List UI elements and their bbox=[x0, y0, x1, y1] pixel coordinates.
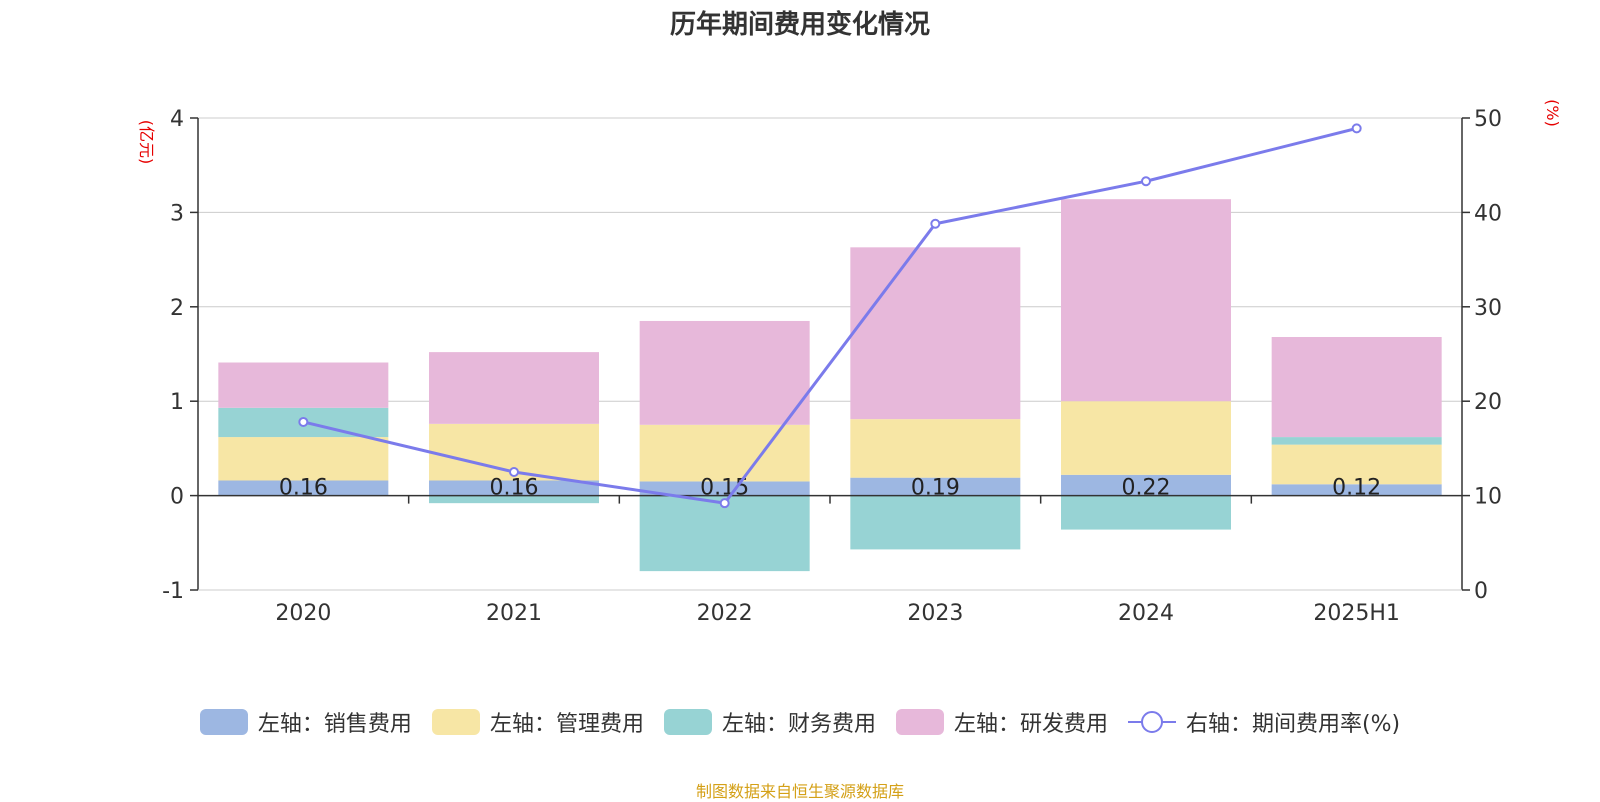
bar-admin-2023 bbox=[850, 419, 1021, 478]
bar-finance-2021 bbox=[429, 495, 599, 504]
right-tick-label: 50 bbox=[1474, 107, 1502, 132]
rate-point-2022 bbox=[719, 498, 730, 509]
bar-rd-2025H1 bbox=[1271, 337, 1442, 438]
legend-label-rd: 左轴：研发费用 bbox=[953, 712, 1108, 737]
bar-admin-2025H1 bbox=[1271, 444, 1442, 485]
data-label-sales: 0.12 bbox=[1332, 476, 1381, 501]
bar-rd-2023 bbox=[850, 247, 1021, 420]
legend-swatch-finance bbox=[663, 709, 712, 735]
right-tick-label: 10 bbox=[1474, 485, 1502, 510]
legend-label-sales: 左轴：销售费用 bbox=[257, 712, 412, 737]
bar-sales-2024 bbox=[1061, 474, 1231, 496]
bar-admin-2022 bbox=[639, 424, 810, 482]
left-axis-unit: (亿元) bbox=[137, 120, 156, 165]
data-label-sales: 0.16 bbox=[490, 476, 539, 501]
x-tick-label: 2025H1 bbox=[1313, 601, 1400, 626]
legend-item-admin[interactable]: 左轴：管理费用 bbox=[431, 706, 644, 738]
rate-point-2025H1 bbox=[1351, 123, 1362, 134]
bar-sales-2021 bbox=[429, 480, 599, 496]
data-label-sales: 0.22 bbox=[1122, 476, 1171, 501]
bar-sales-2023 bbox=[850, 477, 1021, 496]
data-label-sales: 0.16 bbox=[279, 476, 328, 501]
legend-swatch-rate bbox=[1127, 711, 1176, 733]
bar-rd-2022 bbox=[639, 320, 810, 425]
bar-finance-2025H1 bbox=[1271, 437, 1442, 445]
x-tick-label: 2022 bbox=[697, 601, 753, 626]
x-tick-label: 2023 bbox=[907, 601, 963, 626]
rate-line bbox=[302, 126, 1358, 505]
bar-sales-2025H1 bbox=[1271, 484, 1442, 496]
bar-rd-2024 bbox=[1061, 199, 1231, 402]
legend-item-rate[interactable]: 右轴：期间费用率(%) bbox=[1127, 706, 1401, 738]
bar-admin-2020 bbox=[218, 437, 389, 481]
x-tick-label: 2020 bbox=[275, 601, 331, 626]
right-tick-label: 40 bbox=[1474, 201, 1502, 226]
legend-label-finance: 左轴：财务费用 bbox=[721, 712, 876, 737]
source-note: 制图数据来自恒生聚源数据库 bbox=[695, 782, 904, 801]
data-label-sales: 0.19 bbox=[911, 476, 960, 501]
bar-rd-2020 bbox=[218, 362, 389, 408]
legend-item-finance[interactable]: 左轴：财务费用 bbox=[663, 706, 876, 738]
left-tick-label: 1 bbox=[170, 390, 184, 415]
x-tick-label: 2021 bbox=[486, 601, 542, 626]
legend-swatch-rd bbox=[895, 709, 944, 735]
rate-point-2023 bbox=[930, 218, 941, 229]
left-tick-label: 3 bbox=[170, 201, 184, 226]
legend-swatch-admin bbox=[431, 709, 480, 735]
rate-point-2024 bbox=[1141, 176, 1151, 187]
rate-point-2020 bbox=[298, 416, 309, 427]
left-tick-label: -1 bbox=[162, 579, 184, 604]
legend-label-admin: 左轴：管理费用 bbox=[489, 712, 644, 737]
bar-finance-2024 bbox=[1061, 495, 1231, 530]
bar-finance-2022 bbox=[639, 495, 810, 572]
bar-sales-2020 bbox=[218, 480, 389, 496]
bar-sales-2022 bbox=[639, 481, 810, 496]
legend-swatch-sales bbox=[199, 709, 248, 735]
x-tick-label: 2024 bbox=[1118, 601, 1174, 626]
right-tick-label: 20 bbox=[1474, 390, 1502, 415]
left-tick-label: 4 bbox=[170, 107, 184, 132]
left-tick-label: 2 bbox=[170, 296, 184, 321]
bar-admin-2024 bbox=[1061, 401, 1231, 475]
legend-label-rate: 右轴：期间费用率(%) bbox=[1185, 712, 1401, 737]
right-axis-unit: (%) bbox=[1543, 99, 1562, 127]
chart-title: 历年期间费用变化情况 bbox=[669, 10, 930, 40]
bar-rd-2021 bbox=[429, 352, 599, 424]
legend: 左轴：销售费用 左轴：管理费用 左轴：财务费用 左轴：研发费用 右轴：期间费用率… bbox=[0, 706, 1600, 738]
rate-point-2021 bbox=[509, 467, 519, 477]
legend-item-sales[interactable]: 左轴：销售费用 bbox=[199, 706, 412, 738]
bar-finance-2023 bbox=[850, 495, 1021, 550]
legend-item-rd[interactable]: 左轴：研发费用 bbox=[895, 706, 1108, 738]
left-tick-label: 0 bbox=[170, 485, 184, 510]
right-tick-label: 0 bbox=[1474, 579, 1488, 604]
right-tick-label: 30 bbox=[1474, 296, 1502, 321]
